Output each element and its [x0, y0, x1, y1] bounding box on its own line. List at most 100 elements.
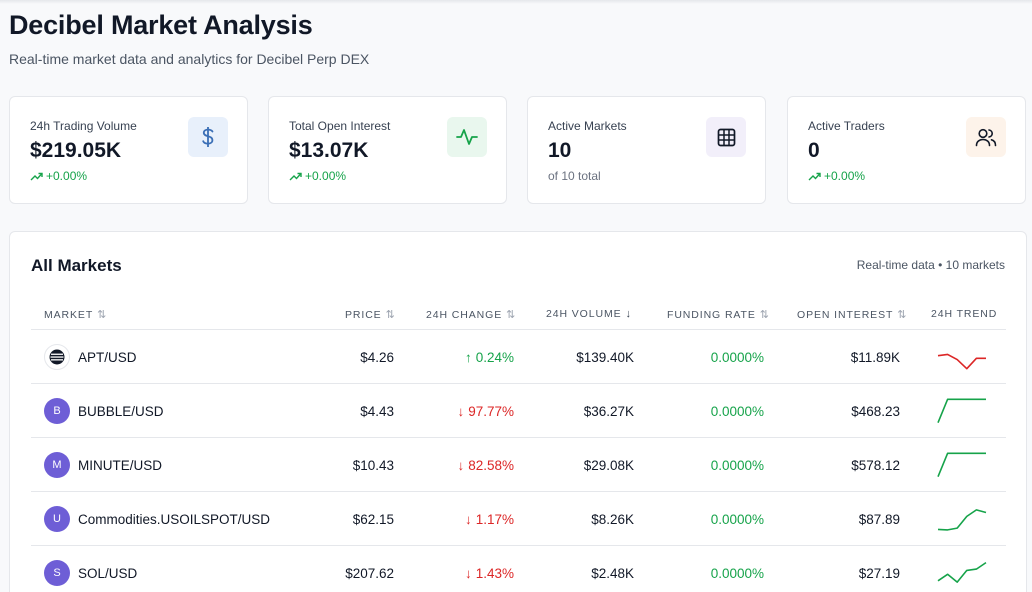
change-value: 1.43%	[475, 565, 514, 581]
trend-sparkline	[937, 353, 986, 370]
arrow-down-icon: ↓	[457, 457, 465, 473]
volume-cell: $2.48K	[591, 565, 634, 581]
trend-line	[937, 353, 986, 370]
market-avatar: M	[44, 452, 70, 478]
market-avatar: B	[44, 398, 70, 424]
table-row[interactable]: U Commodities.USOILSPOT/USD $62.15 ↓ 1.17% $8…	[31, 492, 1006, 546]
column-header-24h-change[interactable]: 24H CHANGE ⇅	[426, 308, 516, 322]
stat-card-open-interest: Total Open Interest $13.07K +0.00%	[268, 96, 507, 204]
trending-up-icon	[289, 172, 302, 180]
trend-sparkline	[937, 398, 986, 424]
stat-change: +0.00%	[289, 169, 346, 183]
aptos-logo-icon	[49, 349, 65, 365]
market-avatar	[44, 344, 70, 370]
stat-label: Active Traders	[808, 119, 885, 133]
grid-icon	[717, 128, 735, 146]
stat-icon-box	[447, 117, 487, 157]
stat-change-text: +0.00%	[46, 169, 88, 183]
table-row[interactable]: S SOL/USD $207.62 ↓ 1.43% $2.48K 0.0000% $27.19	[31, 546, 1006, 592]
sort-icon: ⇅	[506, 309, 516, 321]
markets-table-card: All Markets Real-time data • 10 markets …	[9, 231, 1027, 592]
trend-line	[937, 509, 987, 531]
price-cell: $4.26	[360, 349, 394, 365]
change-cell: ↑ 0.24%	[404, 330, 514, 384]
sort-desc-icon: ↓	[625, 308, 632, 320]
sort-icon: ⇅	[759, 309, 769, 321]
stat-value: $13.07K	[289, 139, 369, 162]
change-cell: ↓ 1.17%	[404, 492, 514, 546]
market-name: APT/USD	[78, 349, 137, 365]
column-header-funding-rate[interactable]: FUNDING RATE ⇅	[667, 308, 769, 322]
stat-icon-box	[966, 117, 1006, 157]
sort-icon: ⇅	[385, 309, 395, 321]
trend-line	[937, 561, 987, 583]
arrow-up-icon: ↑	[464, 349, 472, 365]
open-interest-cell: $87.89	[858, 511, 900, 527]
change-value: 1.17%	[475, 511, 514, 527]
change-cell: ↓ 97.77%	[404, 384, 514, 438]
stat-change-text: of 10 total	[548, 169, 601, 183]
stat-icon-box	[188, 117, 228, 157]
stat-change: +0.00%	[30, 169, 87, 183]
column-header-24h-volume[interactable]: 24H VOLUME ↓	[546, 308, 632, 320]
trend-sparkline	[937, 452, 986, 478]
stat-card-trading-volume: 24h Trading Volume $219.05K +0.00%	[9, 96, 248, 204]
market-name: BUBBLE/USD	[78, 403, 164, 419]
trend-sparkline	[937, 509, 987, 531]
open-interest-cell: $468.23	[851, 403, 900, 419]
top-bar-shadow	[0, 0, 1032, 4]
table-title: All Markets	[31, 256, 122, 275]
page-subtitle: Real-time market data and analytics for …	[9, 51, 370, 67]
change-value: 0.24%	[475, 349, 514, 365]
market-avatar: S	[44, 560, 70, 586]
volume-cell: $29.08K	[583, 457, 634, 473]
change-value: 82.58%	[468, 457, 514, 473]
open-interest-cell: $578.12	[851, 457, 900, 473]
arrow-down-icon: ↓	[464, 565, 472, 581]
stat-card-active-traders: Active Traders 0 +0.00%	[787, 96, 1026, 204]
volume-cell: $8.26K	[591, 511, 634, 527]
stat-label: Active Markets	[548, 119, 627, 133]
trend-sparkline	[937, 561, 987, 583]
table-header: MARKET ⇅ PRICE ⇅ 24H CHANGE ⇅ 24H VOLUME ↓ F…	[31, 298, 1006, 330]
open-interest-cell: $11.89K	[850, 349, 900, 365]
table-row[interactable]: APT/USD $4.26 ↑ 0.24% $139.40K 0.0000% $11.89K	[31, 330, 1006, 384]
trending-up-icon	[30, 172, 43, 180]
market-name: Commodities.USOILSPOT/USD	[78, 511, 271, 527]
activity-icon	[456, 129, 478, 145]
column-header-open-interest[interactable]: OPEN INTEREST ⇅	[797, 308, 907, 322]
column-header-24h-trend: 24H TREND	[931, 308, 998, 320]
table-row[interactable]: B BUBBLE/USD $4.43 ↓ 97.77% $36.27K 0.0000% $46…	[31, 384, 1006, 438]
stat-value: 10	[548, 139, 572, 162]
volume-cell: $36.27K	[583, 403, 634, 419]
price-cell: $207.62	[345, 565, 394, 581]
change-cell: ↓ 82.58%	[404, 438, 514, 492]
column-header-price[interactable]: PRICE ⇅	[345, 308, 395, 322]
stat-label: Total Open Interest	[289, 119, 391, 133]
table-row[interactable]: M MINUTE/USD $10.43 ↓ 82.58% $29.08K 0.0000% $5…	[31, 438, 1006, 492]
market-avatar: U	[44, 506, 70, 532]
stat-label: 24h Trading Volume	[30, 119, 137, 133]
arrow-down-icon: ↓	[457, 403, 465, 419]
price-cell: $62.15	[352, 511, 394, 527]
funding-cell: 0.0000%	[710, 349, 764, 365]
stat-card-active-markets: Active Markets 10 of 10 total	[527, 96, 766, 204]
stat-change-text: +0.00%	[305, 169, 347, 183]
market-name: SOL/USD	[78, 565, 138, 581]
trending-up-icon	[808, 172, 821, 180]
stat-change-text: +0.00%	[824, 169, 866, 183]
change-value: 97.77%	[468, 403, 514, 419]
stat-change: of 10 total	[548, 169, 601, 183]
open-interest-cell: $27.19	[858, 565, 900, 581]
market-name: MINUTE/USD	[78, 457, 162, 473]
arrow-down-icon: ↓	[464, 511, 472, 527]
trend-line	[937, 452, 986, 478]
column-header-market[interactable]: MARKET ⇅	[44, 308, 107, 322]
stat-change: +0.00%	[808, 169, 865, 183]
price-cell: $4.43	[360, 403, 394, 419]
price-cell: $10.43	[352, 457, 394, 473]
funding-cell: 0.0000%	[710, 403, 764, 419]
users-icon	[975, 128, 997, 146]
sort-icon: ⇅	[97, 309, 107, 321]
stat-value: $219.05K	[30, 139, 122, 162]
